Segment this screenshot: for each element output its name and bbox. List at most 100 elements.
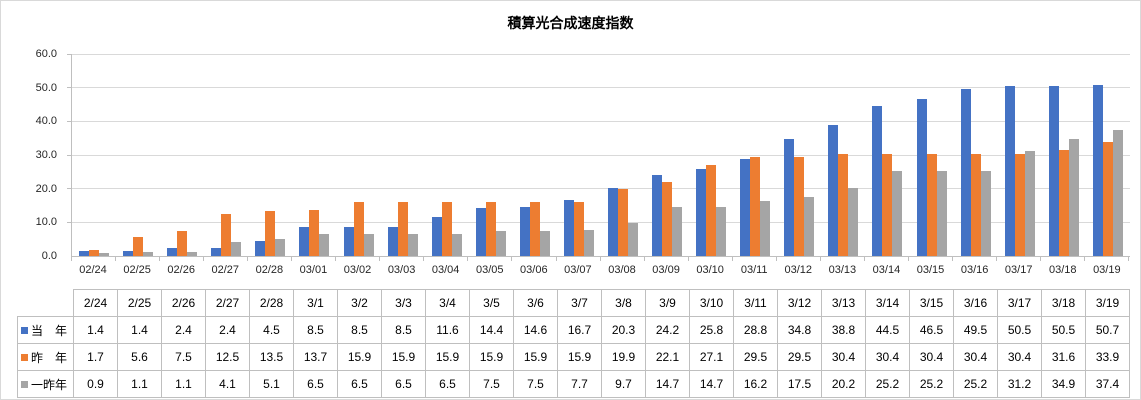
bar [916, 99, 927, 256]
bar [607, 187, 618, 256]
table-header-cell: 3/15 [909, 289, 954, 317]
bar [882, 153, 893, 256]
bar [539, 230, 550, 256]
table-corner-cell [17, 289, 74, 317]
bar [265, 210, 276, 256]
bar [1102, 141, 1113, 256]
table-header-cell: 3/17 [997, 289, 1042, 317]
bar [89, 250, 100, 256]
bar-group [733, 54, 777, 256]
value-cell: 25.8 [689, 316, 734, 344]
value-cell: 19.9 [601, 343, 646, 371]
bar [563, 199, 574, 256]
bar [495, 230, 506, 256]
value-cell: 1.4 [73, 316, 118, 344]
bar-group [292, 54, 336, 256]
x-axis-tick [777, 257, 821, 261]
bar [133, 237, 144, 256]
bar-group [557, 54, 601, 256]
x-axis-label: 02/24 [79, 264, 107, 276]
value-cell: 29.5 [777, 343, 822, 371]
table-header-cell: 2/28 [249, 289, 294, 317]
x-axis-tick [160, 257, 205, 261]
x-axis-label: 03/10 [696, 264, 724, 276]
bar-group [998, 54, 1042, 256]
x-axis-label: 03/03 [387, 264, 416, 276]
table-header-cell: 3/13 [821, 289, 866, 317]
x-axis-label: 03/11 [740, 264, 768, 276]
x-axis-label: 03/15 [916, 264, 945, 276]
value-cell: 8.5 [381, 316, 426, 344]
x-axis-label: 03/01 [299, 264, 328, 276]
bar [1014, 153, 1025, 256]
table-header-cell: 3/1 [293, 289, 338, 317]
y-axis-tick-label: 10.0 [35, 216, 57, 229]
value-cell: 20.2 [821, 370, 866, 398]
bar [123, 251, 134, 256]
value-cell: 4.5 [249, 316, 294, 344]
table-header-cell: 3/19 [1085, 289, 1130, 317]
legend-key-icon [21, 353, 28, 361]
value-cell: 6.5 [425, 370, 470, 398]
bar [319, 234, 330, 256]
bar-group [160, 54, 204, 256]
bar [187, 252, 198, 256]
bar [1092, 85, 1103, 256]
value-cell: 28.8 [733, 316, 778, 344]
bar [872, 106, 883, 256]
value-cell: 27.1 [689, 343, 734, 371]
gridline [72, 188, 1130, 190]
x-axis-ticks [71, 257, 1130, 261]
value-cell: 15.9 [337, 343, 382, 371]
bar-group [645, 54, 689, 256]
value-cell: 30.4 [909, 343, 954, 371]
bar-group [72, 54, 116, 256]
value-cell: 7.7 [557, 370, 602, 398]
x-axis-label: 03/08 [608, 264, 636, 276]
bar [706, 164, 717, 256]
bar [1004, 85, 1015, 256]
bar [177, 230, 188, 256]
table-header-cell: 3/18 [1041, 289, 1086, 317]
value-cell: 25.2 [909, 370, 954, 398]
y-axis-tick-label: 30.0 [35, 149, 57, 161]
value-cell: 4.1 [205, 370, 250, 398]
x-axis-label: 02/25 [123, 264, 151, 276]
table-header-cell: 3/12 [777, 289, 822, 317]
bar [573, 202, 584, 256]
x-axis-tick [424, 257, 469, 261]
table-header-cell: 3/16 [953, 289, 998, 317]
bar-group [116, 54, 160, 256]
x-axis-label: 03/07 [564, 264, 592, 276]
value-cell: 22.1 [645, 343, 690, 371]
x-axis-label: 03/16 [960, 264, 989, 276]
bar [716, 206, 727, 256]
y-axis-tick [67, 87, 72, 89]
value-cell: 25.2 [865, 370, 910, 398]
bar [1048, 85, 1059, 256]
x-axis-tick [336, 257, 381, 261]
bar [167, 247, 178, 256]
table-header-cell: 3/7 [557, 289, 602, 317]
x-axis-tick [1041, 257, 1086, 261]
value-cell: 16.2 [733, 370, 778, 398]
bar-group [204, 54, 248, 256]
value-cell: 30.4 [865, 343, 910, 371]
gridline [72, 154, 1130, 156]
table-header-cell: 2/27 [205, 289, 250, 317]
x-axis-label: 03/02 [343, 264, 372, 276]
value-cell: 31.6 [1041, 343, 1086, 371]
bar [652, 174, 663, 256]
x-axis-label: 03/17 [1004, 264, 1033, 276]
bar-group [1086, 54, 1130, 256]
gridline [72, 221, 1130, 223]
bar [407, 234, 418, 256]
bar [99, 252, 110, 256]
series-label: 一昨年 [31, 377, 68, 392]
bar [353, 202, 364, 256]
x-axis-label: 03/19 [1093, 264, 1121, 276]
x-axis-tick [997, 257, 1042, 261]
x-axis-tick [865, 257, 909, 261]
x-axis-tick [380, 257, 425, 261]
bar-group [513, 54, 557, 256]
